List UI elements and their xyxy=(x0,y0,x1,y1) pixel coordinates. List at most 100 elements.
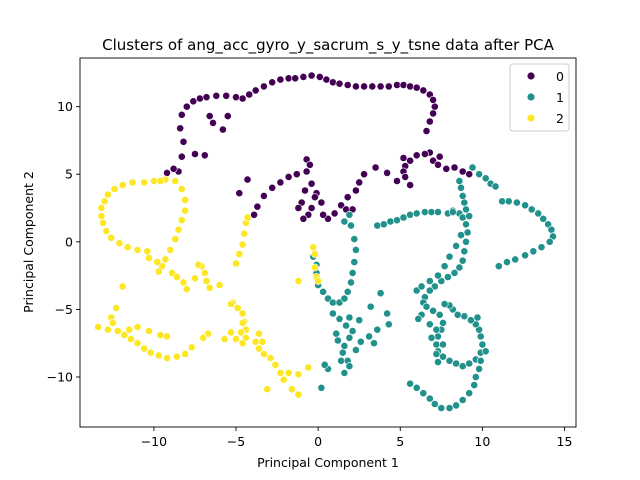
data-point-cluster-1 xyxy=(420,208,429,216)
data-point-cluster-2 xyxy=(154,267,163,276)
data-point-cluster-1 xyxy=(445,252,454,261)
legend: 0 1 2 xyxy=(509,63,570,132)
data-point-cluster-1 xyxy=(328,309,337,318)
data-point-cluster-2 xyxy=(163,332,171,341)
data-point-cluster-2 xyxy=(276,368,285,377)
data-point-cluster-2 xyxy=(258,337,267,346)
data-point-cluster-0 xyxy=(235,189,244,198)
data-point-cluster-2 xyxy=(154,351,163,360)
data-point-cluster-1 xyxy=(462,237,470,246)
data-point-cluster-2 xyxy=(163,354,171,362)
data-point-cluster-1 xyxy=(504,197,513,206)
data-point-cluster-0 xyxy=(425,117,434,126)
data-point-cluster-0 xyxy=(245,90,254,99)
data-point-cluster-0 xyxy=(393,81,401,89)
data-point-cluster-1 xyxy=(342,321,350,330)
data-point-cluster-1 xyxy=(343,287,352,296)
data-point-cluster-0 xyxy=(430,102,439,111)
data-point-cluster-1 xyxy=(457,231,465,239)
data-point-cluster-0 xyxy=(301,186,309,195)
data-point-cluster-0 xyxy=(360,170,368,179)
data-point-cluster-0 xyxy=(200,151,209,160)
data-point-cluster-1 xyxy=(430,400,439,408)
data-point-cluster-2 xyxy=(205,283,214,292)
data-point-cluster-0 xyxy=(284,172,293,181)
data-point-cluster-1 xyxy=(455,263,464,272)
data-point-cluster-0 xyxy=(406,181,414,189)
data-point-cluster-2 xyxy=(123,243,132,252)
data-point-cluster-0 xyxy=(284,74,293,83)
data-point-cluster-0 xyxy=(310,193,319,202)
data-point-cluster-1 xyxy=(465,359,474,368)
chart-title: Clusters of ang_acc_gyro_y_sacrum_s_y_ts… xyxy=(102,36,555,55)
data-point-cluster-0 xyxy=(251,86,260,95)
data-point-cluster-0 xyxy=(368,82,377,91)
data-point-cluster-1 xyxy=(434,332,442,341)
data-point-cluster-2 xyxy=(97,204,106,212)
data-point-cluster-2 xyxy=(145,327,153,335)
data-point-cluster-1 xyxy=(351,245,360,254)
data-point-cluster-0 xyxy=(401,172,410,181)
data-point-cluster-1 xyxy=(340,341,349,350)
data-point-cluster-0 xyxy=(315,73,324,81)
x-tick-label: 0 xyxy=(314,434,322,449)
data-point-cluster-1 xyxy=(478,340,487,349)
data-point-cluster-1 xyxy=(425,320,434,329)
data-point-cluster-1 xyxy=(328,298,337,307)
data-point-cluster-1 xyxy=(345,362,354,371)
data-point-cluster-1 xyxy=(406,379,414,388)
data-point-cluster-0 xyxy=(399,81,408,89)
data-point-cluster-2 xyxy=(310,250,319,258)
data-point-cluster-0 xyxy=(429,96,437,104)
data-point-cluster-1 xyxy=(425,286,434,295)
data-point-cluster-1 xyxy=(365,332,373,341)
data-point-cluster-1 xyxy=(340,294,349,303)
data-point-cluster-2 xyxy=(199,333,208,342)
data-point-cluster-0 xyxy=(355,178,364,187)
data-point-cluster-1 xyxy=(406,210,414,219)
data-point-cluster-1 xyxy=(345,210,354,219)
y-axis-label: Principal Component 2 xyxy=(21,171,36,313)
data-point-cluster-1 xyxy=(476,356,485,365)
data-point-cluster-1 xyxy=(379,220,388,229)
data-point-cluster-2 xyxy=(287,385,296,394)
data-point-cluster-2 xyxy=(310,263,319,272)
data-point-cluster-0 xyxy=(351,82,360,91)
data-point-cluster-1 xyxy=(457,183,465,192)
data-point-cluster-1 xyxy=(429,306,437,315)
data-point-cluster-1 xyxy=(545,237,554,246)
data-point-cluster-0 xyxy=(465,170,474,179)
data-point-cluster-2 xyxy=(174,225,183,234)
data-point-cluster-0 xyxy=(343,193,352,202)
data-point-cluster-1 xyxy=(458,396,467,404)
data-point-cluster-2 xyxy=(235,250,244,258)
data-point-cluster-1 xyxy=(414,314,423,323)
data-point-cluster-2 xyxy=(143,247,152,256)
data-point-cluster-1 xyxy=(439,340,447,349)
data-point-cluster-0 xyxy=(177,152,186,161)
data-point-cluster-2 xyxy=(177,216,186,225)
data-point-cluster-2 xyxy=(153,258,162,266)
legend-label-1: 1 xyxy=(556,90,564,105)
data-point-cluster-0 xyxy=(322,75,331,84)
data-point-cluster-0 xyxy=(222,91,231,100)
data-point-cluster-2 xyxy=(238,339,247,348)
data-point-cluster-2 xyxy=(202,277,211,285)
data-point-cluster-1 xyxy=(417,282,426,291)
data-point-cluster-2 xyxy=(107,233,116,242)
legend-marker-0 xyxy=(527,72,535,80)
data-point-cluster-1 xyxy=(345,313,354,322)
data-point-cluster-1 xyxy=(419,389,428,398)
data-point-cluster-1 xyxy=(435,310,444,319)
data-point-cluster-1 xyxy=(498,197,506,206)
data-point-cluster-0 xyxy=(218,125,227,134)
data-point-cluster-0 xyxy=(176,124,185,133)
data-point-cluster-1 xyxy=(348,268,357,277)
data-point-cluster-0 xyxy=(209,119,217,127)
data-point-cluster-2 xyxy=(251,337,260,346)
data-point-cluster-1 xyxy=(340,217,349,226)
data-point-cluster-0 xyxy=(223,112,232,120)
data-point-cluster-0 xyxy=(450,163,459,172)
data-point-cluster-0 xyxy=(243,175,252,184)
data-point-cluster-0 xyxy=(412,151,421,160)
